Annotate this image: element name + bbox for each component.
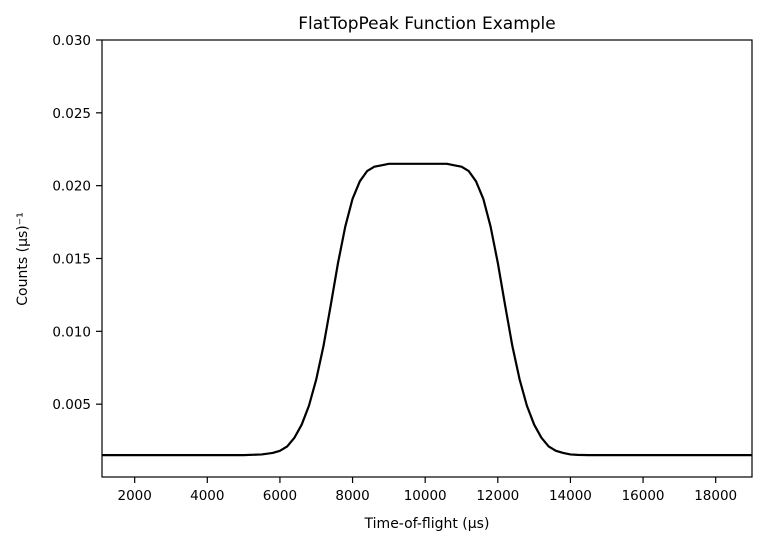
chart-title: FlatTopPeak Function Example	[298, 14, 556, 34]
y-axis-label: Counts (μs)⁻¹	[15, 212, 31, 305]
plot-frame	[101, 39, 753, 478]
y-axis: 0.005 0.010 0.015 0.020 0.025 0.030	[52, 33, 102, 413]
y-tick-label: 0.020	[52, 179, 91, 195]
y-tick-label: 0.010	[52, 324, 91, 340]
x-tick-label: 16000	[622, 488, 665, 504]
x-tick-label: 2000	[118, 488, 152, 504]
plot-area	[101, 39, 753, 478]
x-tick-label: 12000	[476, 488, 519, 504]
x-axis: 2000 4000 6000 8000 10000 12000 14000 16000 1800…	[118, 477, 737, 504]
y-tick-label: 0.030	[52, 33, 91, 49]
series-line	[102, 162, 752, 457]
x-tick-label: 8000	[335, 488, 369, 504]
x-tick-label: 4000	[190, 488, 224, 504]
x-tick-label: 14000	[549, 488, 592, 504]
x-tick-label: 6000	[263, 488, 297, 504]
y-tick-label: 0.005	[52, 397, 91, 413]
y-tick-label: 0.025	[52, 106, 91, 122]
x-tick-label: 10000	[404, 488, 447, 504]
x-tick-label: 18000	[694, 488, 737, 504]
x-axis-label: Time-of-flight (μs)	[364, 516, 490, 532]
y-tick-label: 0.015	[52, 252, 91, 268]
